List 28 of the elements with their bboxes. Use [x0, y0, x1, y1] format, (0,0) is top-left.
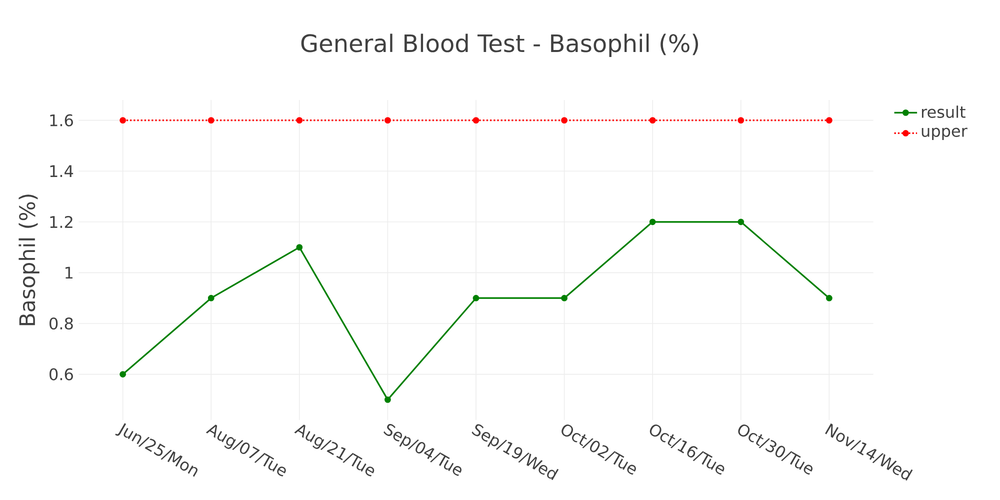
point [208, 294, 214, 302]
point [120, 117, 126, 124]
point [738, 117, 744, 124]
y-tick-label: 0.8 [50, 317, 73, 330]
point [561, 117, 568, 124]
point [384, 396, 391, 403]
point [738, 218, 744, 226]
point [472, 117, 480, 124]
y-tick-label: 1.2 [50, 216, 72, 228]
point [649, 117, 656, 124]
point [296, 117, 303, 124]
chart-title: General Blood Test - Basophil (%) [301, 34, 698, 57]
point [384, 117, 391, 124]
point [208, 117, 214, 124]
point [649, 218, 656, 226]
legend-label: result [922, 106, 966, 118]
y-tick-label: 1.6 [50, 114, 73, 126]
point [472, 294, 480, 302]
point [561, 294, 568, 302]
point [120, 371, 126, 378]
point [826, 117, 832, 124]
point [826, 294, 832, 302]
y-tick-label: 1.4 [50, 165, 74, 177]
y-tick-label: 1 [66, 266, 72, 279]
legend-label: upper [922, 128, 968, 140]
y-axis-title: Basophil (%) [18, 194, 40, 326]
y-tick-label: 0.6 [50, 368, 73, 380]
point [296, 244, 303, 251]
